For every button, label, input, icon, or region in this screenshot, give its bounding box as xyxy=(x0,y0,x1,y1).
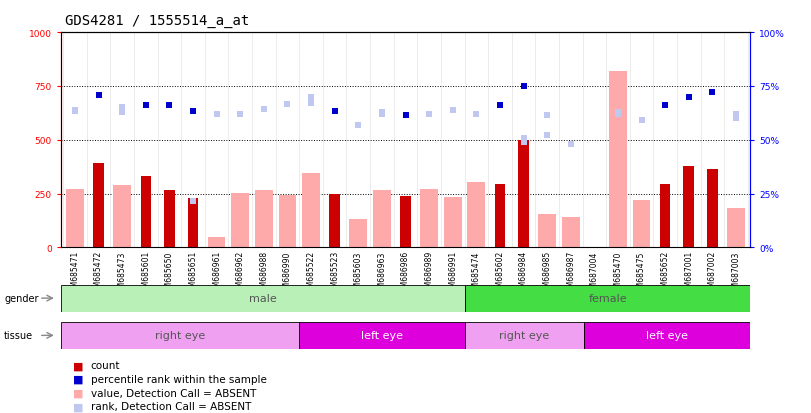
Text: ■: ■ xyxy=(73,388,84,398)
Bar xyxy=(518,140,529,248)
Bar xyxy=(465,285,750,312)
Bar xyxy=(444,197,461,248)
Bar xyxy=(164,191,174,248)
Bar xyxy=(61,285,465,312)
Bar xyxy=(329,194,340,248)
Text: right eye: right eye xyxy=(155,330,205,341)
Text: percentile rank within the sample: percentile rank within the sample xyxy=(91,374,267,384)
Bar xyxy=(727,208,744,248)
Text: rank, Detection Call = ABSENT: rank, Detection Call = ABSENT xyxy=(91,401,251,411)
Bar xyxy=(584,322,750,349)
Bar xyxy=(467,182,485,248)
Bar xyxy=(140,177,151,248)
Bar xyxy=(255,191,272,248)
Bar xyxy=(298,322,465,349)
Bar xyxy=(420,190,438,248)
Text: gender: gender xyxy=(4,293,39,304)
Bar xyxy=(562,218,580,248)
Text: count: count xyxy=(91,361,120,370)
Text: GDS4281 / 1555514_a_at: GDS4281 / 1555514_a_at xyxy=(65,14,249,28)
Bar xyxy=(350,220,367,248)
Bar xyxy=(495,185,505,248)
Text: left eye: left eye xyxy=(361,330,403,341)
Text: ■: ■ xyxy=(73,401,84,411)
Bar xyxy=(231,193,249,248)
Text: right eye: right eye xyxy=(500,330,550,341)
Text: tissue: tissue xyxy=(4,330,33,341)
Text: ■: ■ xyxy=(73,374,84,384)
Text: ■: ■ xyxy=(73,361,84,370)
Bar xyxy=(684,166,694,248)
Bar xyxy=(279,195,296,248)
Text: female: female xyxy=(588,293,627,304)
Bar xyxy=(61,322,298,349)
Bar xyxy=(707,169,718,248)
Bar xyxy=(400,196,411,248)
Bar xyxy=(114,185,131,248)
Bar xyxy=(539,214,556,248)
Bar xyxy=(67,190,84,248)
Bar xyxy=(373,191,391,248)
Bar xyxy=(465,322,584,349)
Bar xyxy=(208,237,225,248)
Bar xyxy=(633,201,650,248)
Bar xyxy=(93,164,104,248)
Text: left eye: left eye xyxy=(646,330,688,341)
Bar xyxy=(303,174,320,248)
Bar xyxy=(187,198,199,248)
Bar xyxy=(660,185,671,248)
Text: male: male xyxy=(249,293,277,304)
Bar xyxy=(609,72,627,248)
Text: value, Detection Call = ABSENT: value, Detection Call = ABSENT xyxy=(91,388,256,398)
